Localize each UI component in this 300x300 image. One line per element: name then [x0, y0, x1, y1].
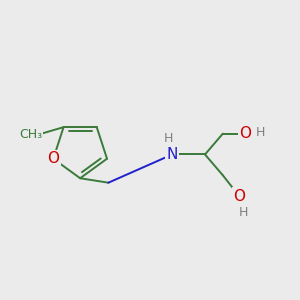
Text: O: O [47, 151, 59, 166]
Text: CH₃: CH₃ [19, 128, 42, 141]
Text: H: H [164, 132, 173, 145]
Text: H: H [239, 206, 248, 219]
Text: H: H [256, 126, 265, 139]
Text: N: N [167, 147, 178, 162]
Text: O: O [239, 126, 251, 141]
Text: O: O [233, 189, 245, 204]
